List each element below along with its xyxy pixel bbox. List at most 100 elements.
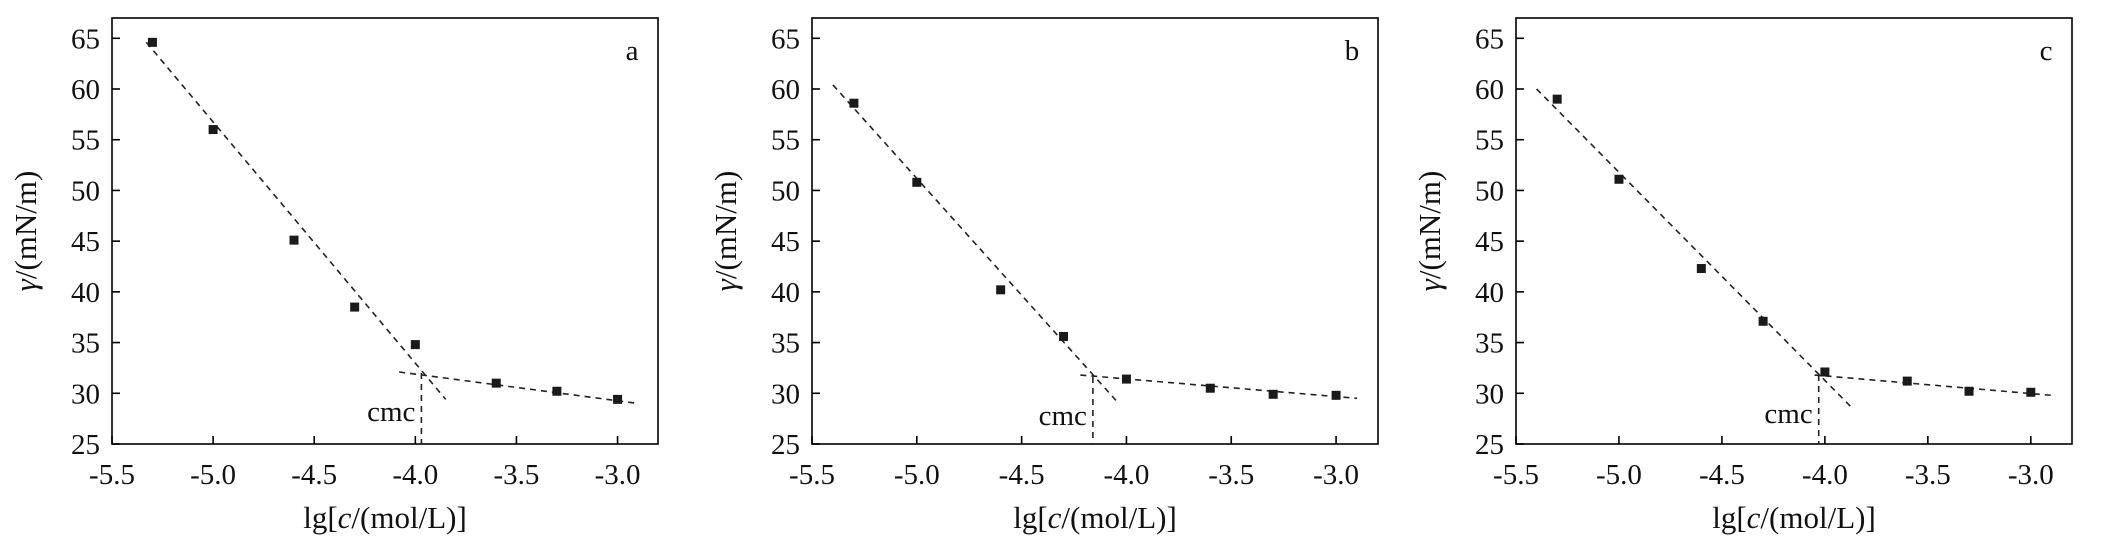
- x-tick-label: -3.0: [2008, 459, 2054, 491]
- x-axis-label: lg[c/(mol/L)]: [303, 500, 467, 535]
- data-point: [1696, 264, 1706, 274]
- y-tick-label: 40: [1475, 277, 1504, 309]
- x-tick-label: -4.0: [1802, 459, 1848, 491]
- panel-label: a: [626, 35, 639, 67]
- panel-b: -5.5 -5.0 -4.5 -4.0 -3.5 -3.0 25 30 35 40 45 50 55 60…: [708, 17, 1379, 535]
- fit-line-steep: [832, 84, 1117, 401]
- data-point: [1205, 383, 1215, 393]
- y-tick-label: 65: [771, 23, 800, 55]
- x-axis-label-variable: c: [1048, 500, 1062, 535]
- y-tick-label: 55: [771, 125, 800, 157]
- data-point: [1902, 376, 1912, 386]
- data-point: [1331, 390, 1341, 400]
- x-tick-label: -5.5: [89, 459, 135, 491]
- x-tick-label: -4.0: [392, 459, 438, 491]
- y-axis-label-variable: γ: [1412, 278, 1447, 291]
- y-axis-label: γ/(mN/m): [708, 171, 743, 292]
- cmc-label: cmc: [367, 396, 415, 428]
- data-point: [912, 177, 922, 187]
- panel-label: c: [2040, 35, 2053, 67]
- y-axis-label-variable: γ: [708, 278, 743, 291]
- y-tick-label: 30: [1475, 378, 1504, 410]
- y-tick-label: 25: [771, 429, 800, 461]
- x-axis-label: lg[c/(mol/L)]: [1013, 500, 1177, 535]
- y-tick-label: 60: [1475, 74, 1504, 106]
- data-point: [410, 340, 420, 350]
- x-tick-label: -5.0: [190, 459, 236, 491]
- y-tick-label: 50: [71, 175, 100, 207]
- x-tick-label: -4.5: [291, 459, 337, 491]
- x-axis-label-unit: /(mol/L)]: [351, 500, 466, 535]
- y-tick-label: 35: [1475, 328, 1504, 360]
- y-axis-label-unit: /(mN/m): [1412, 171, 1447, 280]
- y-tick-label: 60: [71, 74, 100, 106]
- y-tick-label: 35: [71, 328, 100, 360]
- fit-line-plateau: [1080, 374, 1358, 400]
- data-point: [491, 378, 501, 388]
- data-point: [1820, 367, 1830, 377]
- x-tick-label: -3.0: [595, 459, 641, 491]
- data-point: [613, 394, 623, 404]
- y-tick-label: 30: [771, 378, 800, 410]
- x-axis-label-prefix: lg[: [1712, 500, 1746, 535]
- x-tick-label: -5.5: [1493, 459, 1539, 491]
- x-tick-label: -3.0: [1313, 459, 1359, 491]
- y-tick-label: 25: [71, 429, 100, 461]
- y-tick-label: 50: [1475, 175, 1504, 207]
- x-axis-label-variable: c: [338, 500, 352, 535]
- panel-c: -5.5 -5.0 -4.5 -4.0 -3.5 -3.0 25 30 35 40 45 50 55 60…: [1412, 17, 2073, 535]
- x-tick-label: -5.0: [1596, 459, 1642, 491]
- x-tick-label: -5.0: [894, 459, 940, 491]
- y-tick-label: 45: [71, 226, 100, 258]
- x-tick-label: -5.5: [789, 459, 835, 491]
- x-tick-label: -3.5: [493, 459, 539, 491]
- y-tick-label: 55: [71, 125, 100, 157]
- y-tick-label: 65: [71, 23, 100, 55]
- cmc-label: cmc: [1039, 400, 1087, 432]
- x-axis-label-unit: /(mol/L)]: [1061, 500, 1176, 535]
- x-axis-label-variable: c: [1747, 500, 1761, 535]
- x-tick-label: -4.5: [999, 459, 1045, 491]
- data-point: [147, 37, 157, 47]
- y-tick-label: 45: [1475, 226, 1504, 258]
- y-tick-label: 40: [71, 277, 100, 309]
- y-axis-label: γ/(mN/m): [8, 171, 43, 292]
- y-tick-label: 55: [1475, 125, 1504, 157]
- y-axis-label-unit: /(mN/m): [708, 171, 743, 280]
- y-axis-label-unit: /(mN/m): [8, 171, 43, 280]
- panel-label: b: [1345, 35, 1360, 67]
- x-axis-label: lg[c/(mol/L)]: [1712, 500, 1876, 535]
- data-point: [208, 125, 218, 135]
- y-tick-label: 50: [771, 175, 800, 207]
- data-point: [849, 98, 859, 108]
- data-point: [350, 302, 360, 312]
- data-point: [2026, 387, 2036, 397]
- x-tick-label: -4.5: [1699, 459, 1745, 491]
- y-axis-label-variable: γ: [8, 278, 43, 291]
- x-axis-label-unit: /(mol/L)]: [1760, 500, 1875, 535]
- data-point: [1059, 331, 1069, 341]
- fit-line-plateau: [399, 371, 638, 405]
- fit-line-steep: [145, 41, 447, 400]
- y-axis-label: γ/(mN/m): [1412, 171, 1447, 292]
- fit-line-plateau: [1814, 374, 2052, 397]
- x-axis-label-prefix: lg[: [303, 500, 337, 535]
- x-tick-label: -3.5: [1905, 459, 1951, 491]
- y-tick-label: 30: [71, 378, 100, 410]
- data-point: [996, 285, 1006, 295]
- x-tick-label: -3.5: [1208, 459, 1254, 491]
- data-point: [552, 386, 562, 396]
- plot-frame: [811, 17, 1379, 445]
- panel-a: -5.5 -5.0 -4.5 -4.0 -3.5 -3.0 25 30 35 40 45 50 55 60…: [8, 17, 659, 535]
- cmc-label: cmc: [1764, 398, 1812, 430]
- x-tick-label: -4.0: [1103, 459, 1149, 491]
- y-tick-label: 65: [1475, 23, 1504, 55]
- data-point: [1121, 374, 1131, 384]
- plot-frame: [111, 17, 659, 445]
- data-point: [1614, 174, 1624, 184]
- data-point: [1268, 389, 1278, 399]
- plot-frame: [1515, 17, 2073, 445]
- y-tick-label: 40: [771, 277, 800, 309]
- y-tick-label: 35: [771, 328, 800, 360]
- y-tick-label: 60: [771, 74, 800, 106]
